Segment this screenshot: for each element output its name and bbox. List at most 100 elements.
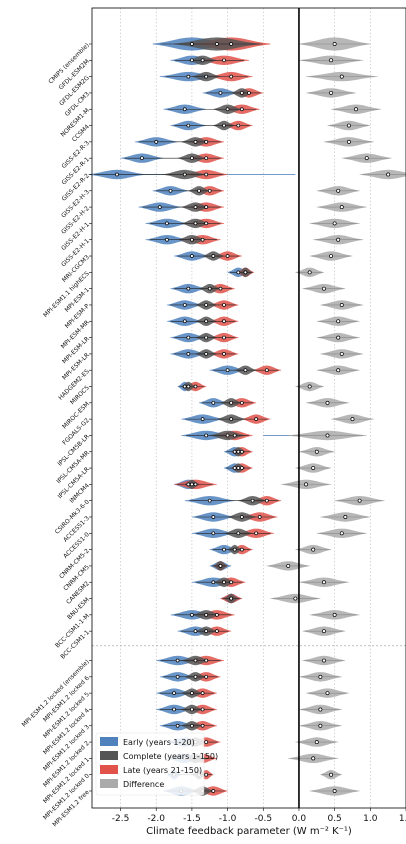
model-row [166, 316, 360, 326]
early-median-point [154, 140, 159, 144]
difference-median-point [293, 596, 298, 601]
model-labels: CMIP5 (ensemble)GFDL-ESM2MGFDL-ESM2GGFDL… [21, 42, 92, 828]
late-median-point [240, 547, 244, 552]
difference-median-point [339, 205, 344, 210]
difference-median-point [336, 188, 341, 193]
difference-median-point [318, 674, 323, 679]
complete-median-point [225, 107, 230, 112]
early-median-point [236, 270, 241, 275]
model-row [184, 496, 385, 506]
model-row [199, 398, 349, 408]
difference-median-point [332, 612, 337, 617]
late-median-point [240, 400, 244, 405]
early-median-point [115, 172, 119, 177]
complete-median-point [225, 433, 230, 438]
late-median-point [215, 613, 219, 617]
complete-median-point [229, 400, 234, 405]
complete-median-point [204, 335, 209, 340]
late-median-point [240, 466, 244, 470]
model-row [177, 381, 324, 392]
difference-median-point [329, 254, 334, 258]
plot-frame [91, 7, 406, 809]
late-median-point [204, 205, 209, 209]
violin-layer [88, 37, 406, 796]
early-median-point [190, 58, 194, 63]
difference-median-point [311, 756, 316, 761]
x-tick-label: 0.0 [292, 814, 307, 824]
x-tick-label: -2.0 [147, 814, 165, 824]
model-row [224, 447, 335, 457]
late-median-point [200, 707, 205, 712]
late-median-point [211, 789, 216, 793]
difference-median-point [336, 368, 341, 373]
early-median-point [165, 237, 169, 242]
x-tick-label: -0.5 [254, 814, 272, 824]
early-median-point [190, 254, 194, 258]
difference-median-point [343, 515, 348, 519]
complete-median-point [197, 188, 201, 193]
complete-median-point [222, 580, 226, 585]
early-median-point [175, 723, 180, 728]
early-median-point [168, 188, 173, 193]
late-median-point [257, 515, 262, 519]
complete-median-point [232, 547, 237, 552]
model-row [159, 672, 342, 682]
x-tick-label: 1.5 [399, 814, 406, 824]
difference-median-point [329, 90, 334, 95]
difference-median-point [346, 123, 351, 128]
complete-median-point [236, 531, 241, 536]
early-median-point [200, 417, 205, 421]
late-median-point [204, 772, 209, 777]
early-median-point [218, 91, 223, 95]
x-tick-label: 1.0 [363, 814, 378, 824]
legend-swatch-early [100, 737, 118, 746]
model-row [156, 655, 346, 666]
difference-median-point [339, 531, 344, 536]
early-median-point [190, 613, 194, 617]
model-row [152, 186, 360, 196]
complete-median-point [204, 74, 209, 79]
difference-median-point [307, 270, 312, 275]
model-row [181, 430, 367, 441]
model-row [191, 577, 349, 587]
early-median-point [211, 580, 216, 585]
complete-median-point [236, 466, 241, 470]
late-median-point [222, 319, 226, 324]
early-median-point [186, 74, 191, 79]
complete-median-point [190, 723, 194, 728]
complete-median-point [193, 205, 198, 209]
difference-median-point [321, 580, 326, 585]
late-median-point [222, 352, 226, 356]
late-median-point [204, 156, 209, 161]
complete-median-point [204, 303, 209, 307]
legend-swatch-difference [100, 779, 118, 788]
difference-median-point [364, 156, 369, 161]
early-median-point [193, 629, 198, 634]
model-row [170, 610, 360, 620]
legend-swatch-complete [100, 751, 118, 760]
difference-median-point [332, 789, 337, 793]
early-median-point [207, 498, 212, 503]
model-row [224, 463, 332, 473]
early-median-point [140, 156, 144, 161]
model-row [202, 88, 356, 98]
model-row [145, 235, 364, 245]
difference-median-point [311, 466, 316, 471]
late-median-point [225, 254, 230, 258]
early-median-point [211, 515, 216, 519]
model-row [152, 37, 371, 51]
model-row [166, 300, 364, 310]
model-row [170, 332, 360, 343]
late-median-point [222, 303, 226, 307]
complete-median-point [193, 674, 198, 679]
model-row [227, 267, 324, 278]
complete-median-point [190, 707, 194, 712]
legend-swatch-late [100, 765, 118, 774]
late-median-point [264, 368, 269, 373]
complete-median-point [190, 691, 194, 695]
model-row [156, 688, 349, 698]
difference-median-point [321, 629, 326, 634]
complete-median-point [204, 613, 209, 617]
model-row [170, 283, 346, 294]
model-row [145, 218, 360, 229]
